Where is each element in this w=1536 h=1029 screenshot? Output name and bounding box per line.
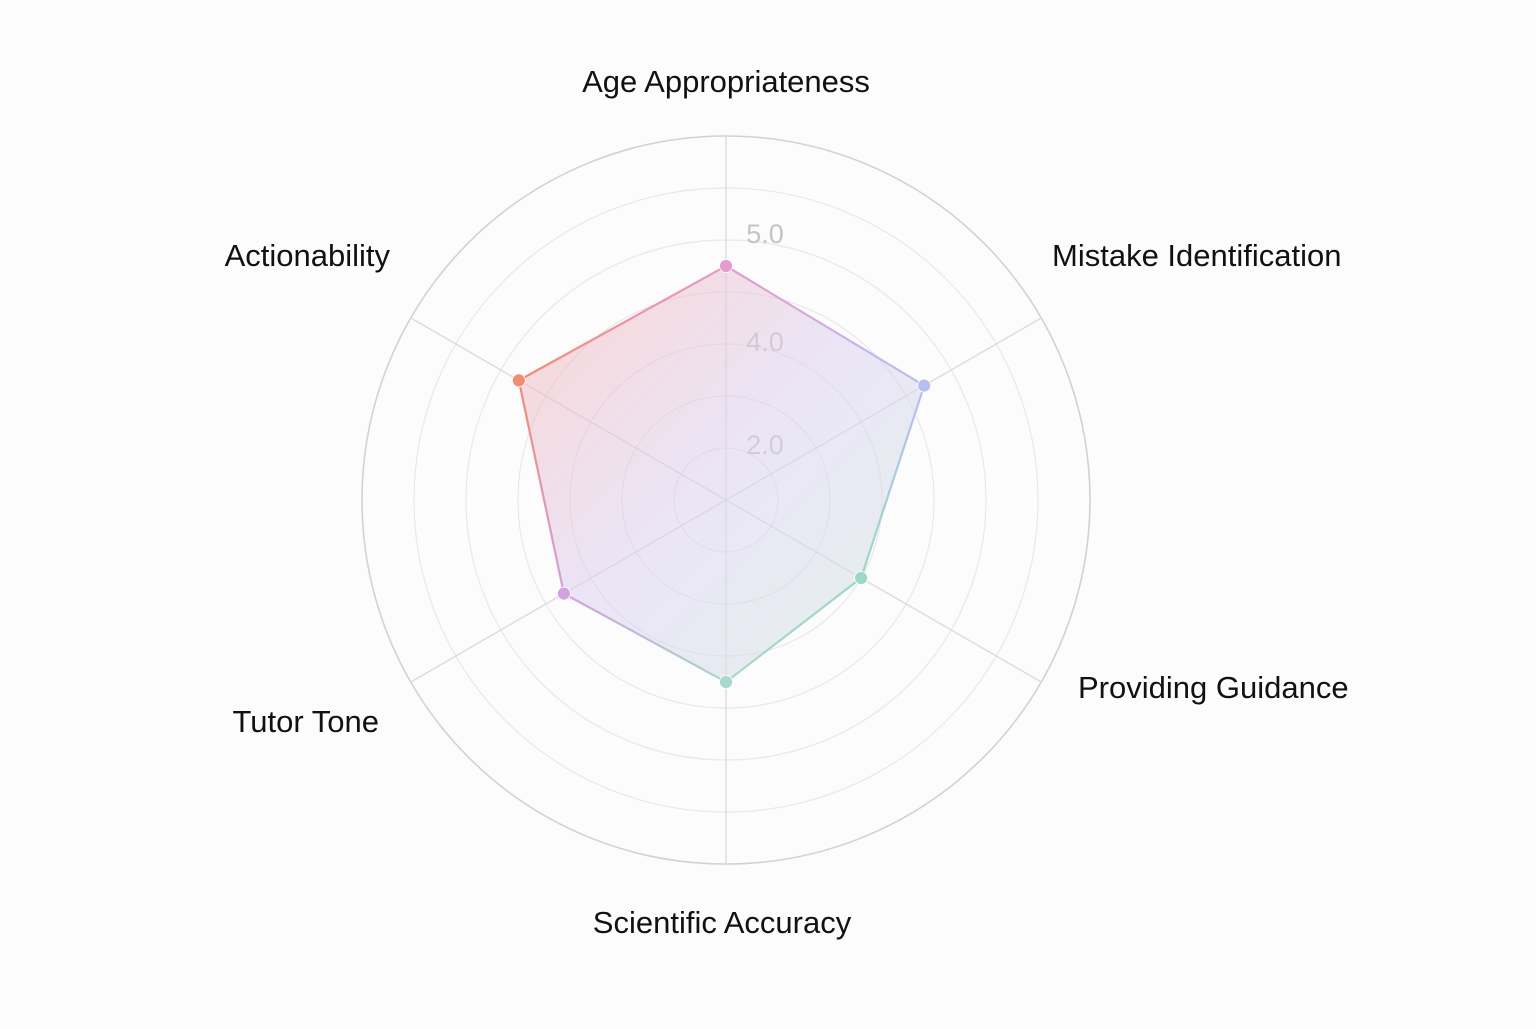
- axis-label-scientific-accuracy: Scientific Accuracy: [593, 905, 852, 940]
- axis-label-mistake-identification: Mistake Identification: [1052, 238, 1341, 273]
- axis-label-tutor-tone: Tutor Tone: [233, 704, 379, 739]
- axis-label-age-appropriateness: Age Appropriateness: [582, 64, 870, 99]
- data-point: [719, 259, 733, 273]
- axis-label-actionability: Actionability: [225, 238, 391, 273]
- data-point: [719, 675, 733, 689]
- data-point: [556, 586, 571, 601]
- data-point: [917, 378, 932, 393]
- series-edge: [725, 577, 862, 683]
- series-edge: [563, 592, 727, 683]
- radar-series: [517, 265, 926, 683]
- data-point: [511, 373, 526, 388]
- series-area: [518, 266, 925, 682]
- series-edge: [860, 385, 926, 579]
- series-edge: [725, 265, 925, 387]
- series-edge: [517, 380, 565, 594]
- data-point: [854, 571, 868, 585]
- axis-label-providing-guidance: Providing Guidance: [1078, 670, 1349, 705]
- radar-axis-labels: Age Appropriateness Mistake Identificatio…: [225, 64, 1349, 940]
- tick-label: 5.0: [746, 219, 784, 249]
- series-edge: [518, 265, 727, 382]
- radar-points: [511, 259, 932, 689]
